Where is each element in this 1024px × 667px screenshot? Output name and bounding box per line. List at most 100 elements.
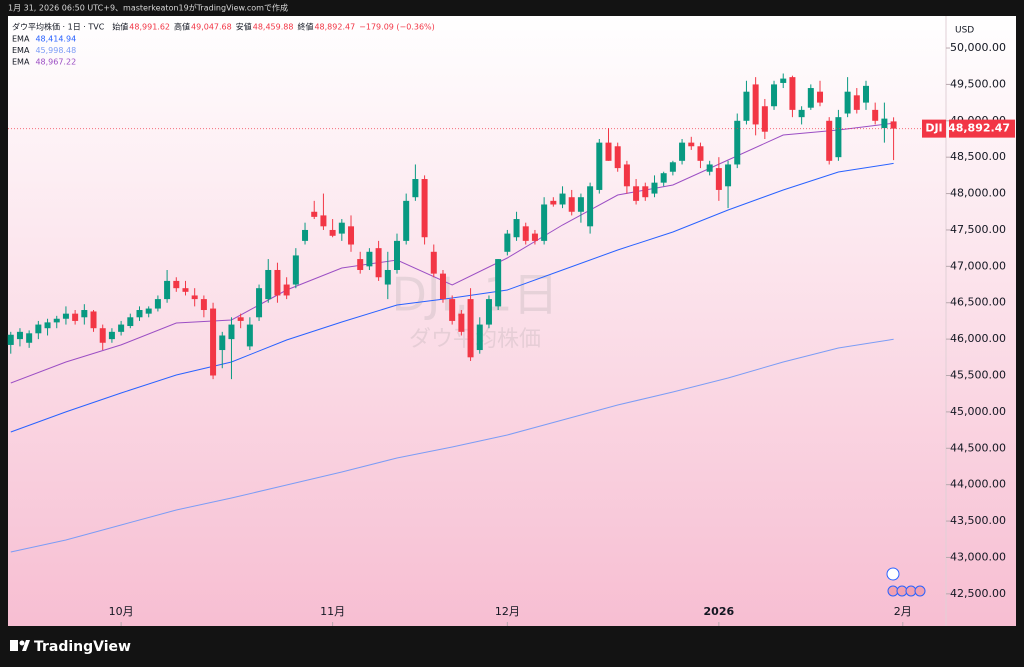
candle-body (734, 120, 741, 165)
candle-body (329, 229, 336, 236)
candle-body (357, 259, 364, 270)
candle-body (495, 259, 502, 307)
candle-body (826, 120, 833, 161)
candle-body (219, 335, 226, 351)
indicator-name: EMA (12, 46, 30, 55)
candle-body (577, 197, 584, 212)
candle-body (752, 84, 759, 125)
candle-body (476, 324, 483, 351)
symbol-badge-label: DJI (925, 122, 942, 135)
candle-body (513, 219, 520, 238)
indicator-value: 48,967.22 (35, 58, 76, 67)
candle-body (302, 229, 309, 241)
candle-body (210, 308, 217, 376)
candle-body (412, 179, 419, 198)
y-tick-label: 46,000.00 (950, 332, 1006, 345)
candle-body (393, 240, 400, 270)
candle-body (173, 280, 180, 289)
candle-body (164, 280, 171, 300)
legend-change: −179.09 (−0.36%) (359, 23, 435, 32)
candle-body (596, 142, 603, 190)
candle-body (449, 299, 456, 321)
y-tick-label: 44,500.00 (950, 441, 1006, 454)
candle-body (53, 318, 60, 323)
candle-body (761, 106, 768, 132)
candle-body (108, 331, 115, 340)
candle-body (7, 334, 14, 345)
candle-body (99, 328, 106, 343)
legend-key: 高値 (174, 22, 190, 32)
event-icon (914, 585, 926, 597)
candle-body (623, 164, 630, 187)
legend-key: 始値 (112, 22, 128, 32)
legend-title: ダウ平均株価 · 1日 · TVC (12, 22, 105, 32)
candle-body (237, 317, 244, 321)
y-tick-label: 49,500.00 (950, 77, 1006, 90)
y-tick-label: 45,000.00 (950, 405, 1006, 418)
candle-body (890, 121, 897, 129)
candle-body (679, 142, 686, 161)
logo-shape (19, 640, 25, 646)
y-tick-label: 47,500.00 (950, 223, 1006, 236)
candle-body (688, 142, 695, 147)
candle-body (771, 84, 778, 107)
candle-body (872, 109, 879, 121)
y-tick-label: 48,000.00 (950, 187, 1006, 200)
candle-body (246, 324, 253, 347)
candle-body (191, 295, 198, 300)
candle-body (182, 288, 189, 292)
candle-body (403, 200, 410, 241)
candle-body (780, 78, 787, 83)
x-tick-label: 2月 (894, 605, 912, 618)
candle-body (743, 91, 750, 121)
candle-body (715, 168, 722, 190)
candle-body (384, 269, 391, 285)
footer-brand[interactable]: TradingView (34, 639, 131, 655)
candle-body (550, 200, 557, 205)
candle-body (265, 269, 272, 300)
last-price-label: 48,892.47 (948, 122, 1010, 135)
candle-body (228, 324, 235, 340)
indicator-name: EMA (12, 58, 30, 67)
candle-body (72, 313, 79, 321)
candle-body (421, 179, 428, 238)
candle-body (522, 226, 529, 241)
candle-body (642, 186, 649, 198)
candle-body (697, 146, 704, 161)
event-icon (886, 567, 900, 581)
chart-background (8, 16, 1016, 626)
candle-body (118, 324, 125, 332)
candle-body (256, 288, 263, 318)
footer-bar (0, 627, 1024, 667)
candle-body (292, 255, 299, 285)
legend: ダウ平均株価 · 1日 · TVC 始値 48,991.62 高値 49,047.68 安… (12, 22, 435, 67)
last-price-badge (949, 119, 1015, 138)
candle-body (320, 215, 327, 227)
legend-key: 安値 (236, 22, 252, 32)
symbol-badge (922, 119, 946, 138)
candle-body (651, 182, 658, 194)
x-tick-label: 2026 (704, 605, 735, 618)
candle-body (862, 85, 869, 103)
candle-body (338, 222, 345, 234)
caption: 1月 31, 2026 06:50 UTC+9、masterkeaton19がT… (8, 3, 288, 13)
legend-key: 終値 (297, 22, 313, 32)
candle-body (725, 164, 732, 187)
candle-body (458, 313, 465, 332)
indicator-name: EMA (12, 35, 30, 44)
event-icons (886, 567, 926, 597)
ema-line (10, 122, 894, 384)
candle-body (798, 109, 805, 118)
candle-body (90, 311, 97, 329)
candle-body (44, 322, 51, 329)
candle-body (568, 197, 575, 212)
candle-body (789, 77, 796, 110)
candle-body (200, 299, 207, 311)
x-tick-label: 11月 (320, 605, 345, 618)
candle-body (81, 310, 88, 318)
candle-body (485, 299, 492, 325)
candle-body (706, 164, 713, 172)
legend-value: 48,892.47 (314, 23, 355, 32)
